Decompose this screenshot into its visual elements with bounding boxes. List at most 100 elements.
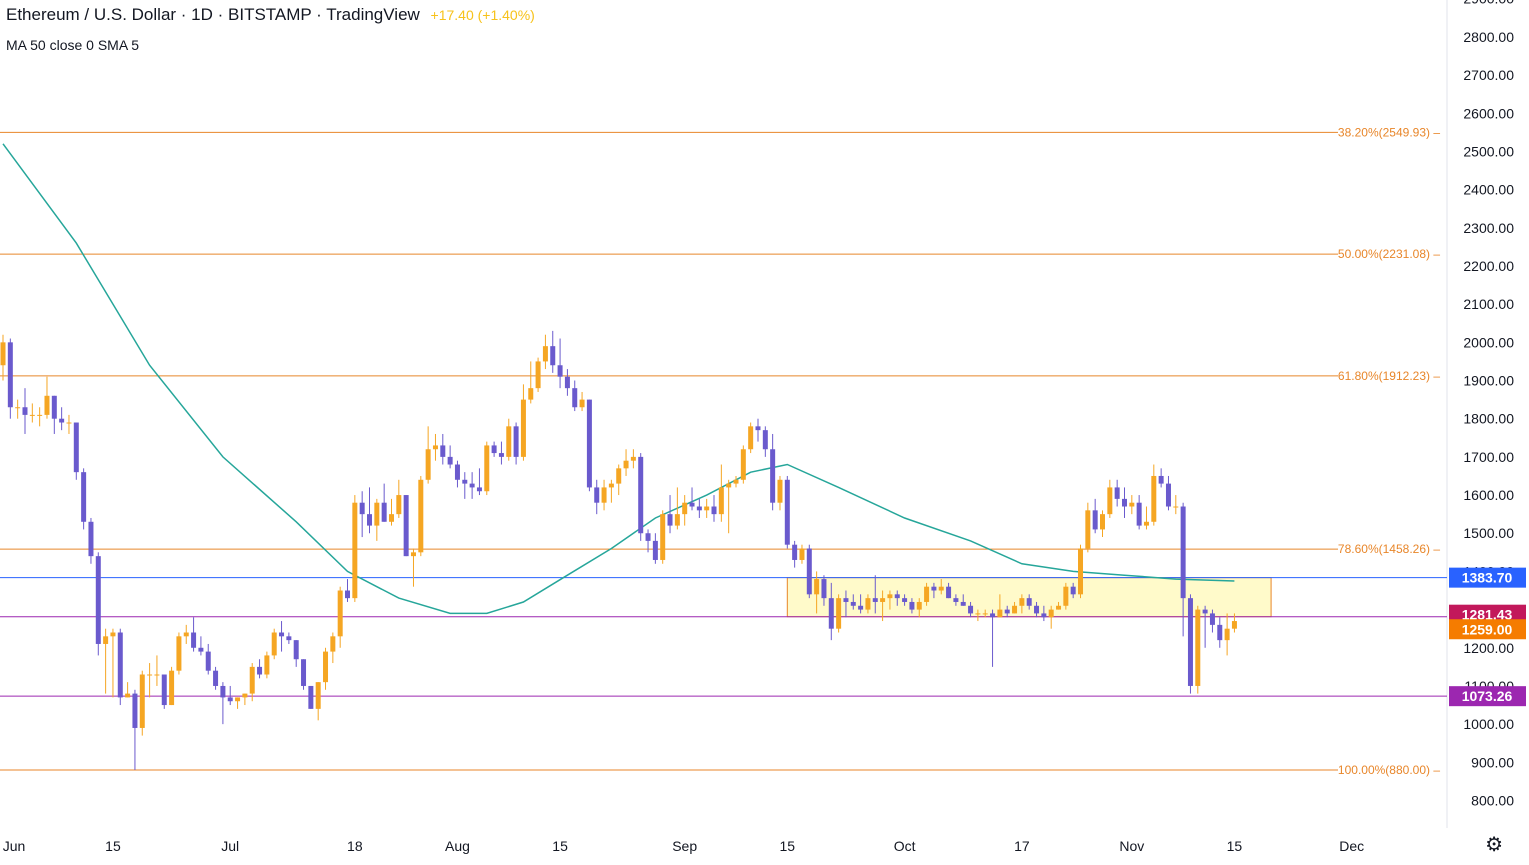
candle: [198, 636, 204, 656]
candle: [1100, 510, 1105, 538]
candle: [447, 445, 453, 469]
candle: [279, 621, 285, 652]
candle-body: [29, 414, 35, 416]
candle: [557, 338, 563, 389]
candle: [652, 533, 658, 564]
candle-body: [1224, 628, 1230, 641]
candle: [594, 479, 600, 515]
candle-body: [345, 590, 351, 599]
candle: [264, 651, 270, 679]
candle: [806, 544, 812, 599]
candle: [990, 609, 996, 667]
candle: [337, 586, 343, 648]
candle-body: [608, 483, 614, 488]
candle-body: [843, 598, 849, 602]
indicator-label: MA 50 close 0 SMA 5: [6, 37, 140, 53]
candle: [1114, 479, 1120, 507]
candle: [1224, 613, 1230, 656]
candle: [7, 338, 13, 419]
candle-body: [367, 514, 372, 526]
candle: [711, 495, 717, 522]
candle-body: [235, 697, 241, 702]
candle: [22, 388, 28, 434]
candle-body: [1092, 510, 1098, 530]
candle-body: [828, 598, 834, 629]
candle: [147, 663, 153, 698]
candle-body: [902, 598, 908, 602]
candle-body: [894, 594, 900, 599]
candle-body: [462, 479, 468, 484]
candle: [1209, 609, 1215, 633]
candle-body: [59, 418, 65, 423]
candle: [81, 468, 87, 530]
candle: [117, 628, 123, 706]
candle-body: [1195, 609, 1201, 686]
candle: [843, 590, 849, 618]
candle-body: [1048, 609, 1054, 618]
candle: [550, 330, 556, 373]
candle-body: [755, 426, 761, 431]
candle-body: [858, 605, 864, 610]
candle: [139, 670, 145, 736]
candle: [777, 475, 783, 511]
candle-body: [374, 502, 380, 526]
candle-body: [1173, 506, 1179, 508]
candle: [286, 632, 292, 644]
candle: [506, 418, 512, 461]
candle-body: [733, 479, 739, 484]
candle-body: [887, 594, 893, 599]
candle-body: [880, 598, 886, 602]
candle-body: [454, 464, 460, 480]
candle: [689, 487, 695, 511]
candle-body: [682, 502, 688, 515]
candle: [821, 575, 827, 606]
candle-body: [257, 666, 263, 675]
candle-body: [1070, 586, 1076, 595]
candle: [0, 334, 6, 381]
y-tick-label: 1500.00: [1463, 525, 1514, 541]
candle-body: [924, 586, 930, 602]
candle: [271, 628, 277, 660]
candle: [308, 685, 314, 709]
y-tick-label: 2100.00: [1463, 296, 1514, 312]
candle-body: [191, 632, 197, 648]
candle-body: [762, 430, 768, 450]
candle-body: [1121, 498, 1127, 507]
candle: [345, 579, 351, 602]
candle-body: [1202, 609, 1208, 614]
fib-levels: 38.20%(2549.93) – 50.00%(2231.08) – 61.80%…: [0, 125, 1440, 777]
y-tick-label: 2200.00: [1463, 258, 1514, 274]
x-tick-label: 15: [1227, 838, 1243, 854]
gear-icon[interactable]: ⚙: [1485, 834, 1503, 856]
y-tick-label: 1700.00: [1463, 449, 1514, 465]
y-tick-label: 1200.00: [1463, 640, 1514, 656]
candle-body: [1217, 624, 1223, 641]
y-tick-label: 1800.00: [1463, 411, 1514, 427]
candle-body: [1165, 483, 1171, 507]
candle-body: [337, 590, 343, 637]
candle: [29, 403, 35, 423]
candle-body: [498, 453, 504, 457]
candle: [1085, 502, 1091, 553]
candle: [161, 674, 167, 709]
candle: [418, 475, 424, 557]
y-tick-label: 2800.00: [1463, 29, 1514, 45]
candle: [169, 666, 175, 706]
candle-body: [1004, 609, 1010, 614]
candle: [535, 357, 541, 392]
candle: [1019, 594, 1025, 614]
candle: [125, 682, 131, 698]
candle-body: [806, 548, 812, 595]
candle: [975, 609, 981, 622]
candle: [630, 449, 636, 469]
candle: [462, 472, 468, 499]
ma-line: [2, 143, 1235, 615]
candle-body: [476, 487, 482, 492]
candle: [865, 594, 871, 614]
candle: [564, 369, 570, 396]
candle-body: [623, 460, 629, 469]
x-tick-label: 15: [105, 838, 121, 854]
candle: [682, 495, 688, 526]
candle-body: [330, 636, 336, 652]
